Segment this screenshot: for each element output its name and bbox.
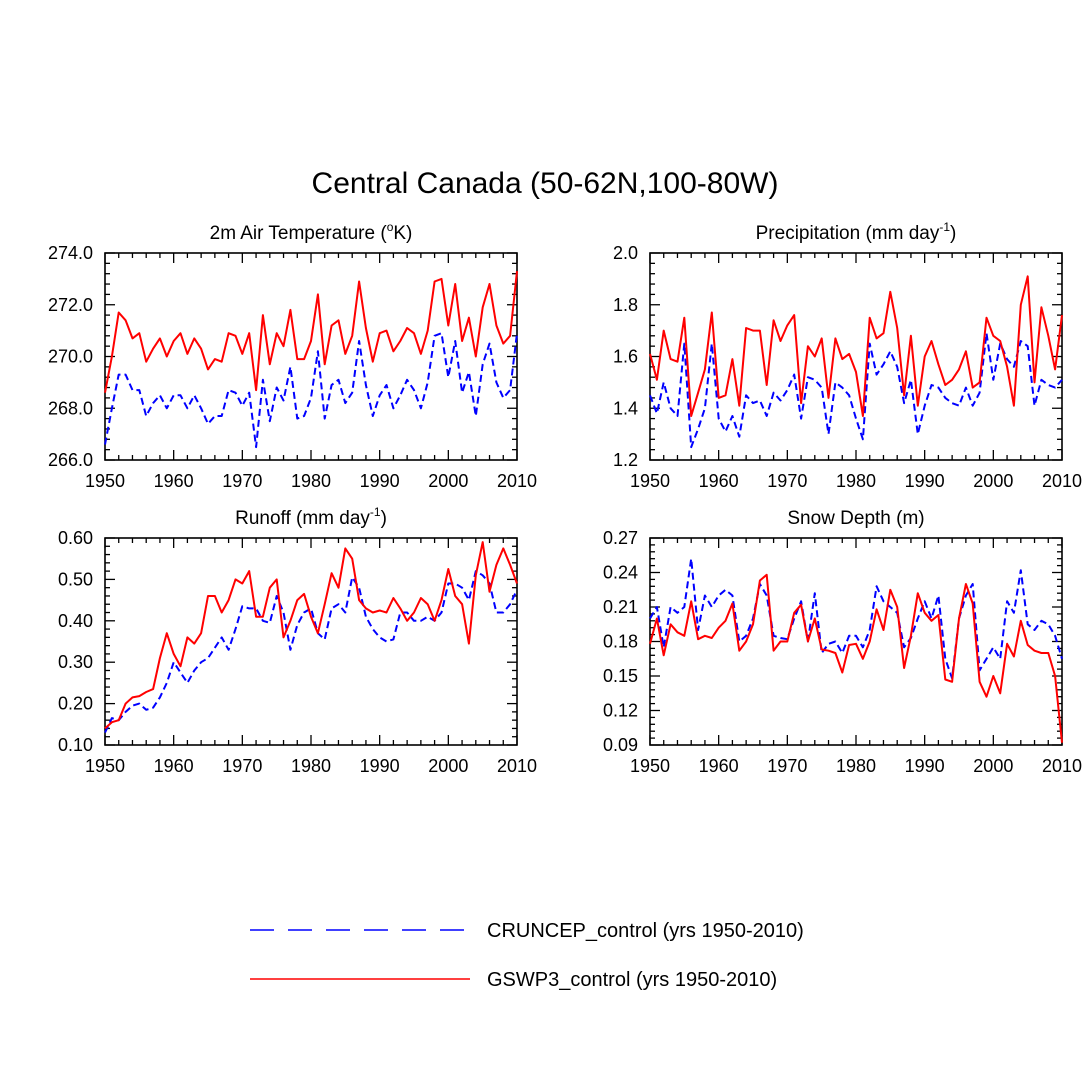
- x-tick-label: 2000: [973, 756, 1013, 776]
- x-tick-label: 1980: [291, 756, 331, 776]
- x-tick-label: 1960: [699, 471, 739, 491]
- y-tick-label: 268.0: [48, 398, 93, 418]
- y-tick-label: 0.10: [58, 735, 93, 755]
- x-tick-label: 1950: [630, 471, 670, 491]
- y-tick-label: 272.0: [48, 295, 93, 315]
- panel-precipitation: Precipitation (mm day-1) 1950 1960 1970 1980…: [613, 220, 1082, 491]
- x-tick-label: 1970: [767, 471, 807, 491]
- y-tick-label: 1.2: [613, 450, 638, 470]
- x-tick-label: 1990: [360, 756, 400, 776]
- y-tick-label: 0.20: [58, 694, 93, 714]
- panel-title-text: Snow Depth (m): [787, 508, 924, 529]
- panel-snow-depth: Snow Depth (m) 1950 1960 1970 1980 1990 2000 20…: [603, 508, 1082, 776]
- legend-label-gswp3: GSWP3_control (yrs 1950-2010): [487, 969, 777, 991]
- x-tick-label: 1970: [222, 471, 262, 491]
- y-tick-label: 274.0: [48, 243, 93, 263]
- x-tick-label: 1950: [85, 471, 125, 491]
- y-tick-label: 2.0: [613, 243, 638, 263]
- x-tick-label: 1990: [360, 471, 400, 491]
- legend-label-cruncep: CRUNCEP_control (yrs 1950-2010): [487, 920, 804, 942]
- legend: CRUNCEP_control (yrs 1950-2010) GSWP3_co…: [250, 920, 804, 991]
- panel-title-tail: ): [381, 508, 387, 529]
- y-tick-label: 0.12: [603, 701, 638, 721]
- x-tick-label: 2000: [428, 756, 468, 776]
- x-tick-label: 1980: [836, 471, 876, 491]
- x-tick-label: 2010: [1042, 756, 1082, 776]
- x-tick-label: 1980: [836, 756, 876, 776]
- y-tick-label: 270.0: [48, 347, 93, 367]
- x-tick-label: 1990: [905, 471, 945, 491]
- x-tick-label: 1960: [699, 756, 739, 776]
- x-tick-label: 2010: [497, 756, 537, 776]
- panel-title-superscript: -1: [939, 220, 950, 234]
- y-tick-label: 0.21: [603, 597, 638, 617]
- panel-title-air-temperature: 2m Air Temperature (oK): [210, 220, 413, 244]
- panel-runoff: Runoff (mm day-1) 1950 1960 1970 1980 1990 200…: [58, 505, 537, 776]
- y-tick-label: 0.24: [603, 563, 638, 583]
- panels-group: 2m Air Temperature (oK) 1950 1960 1970 1980 1…: [48, 220, 1082, 776]
- panel-air-temperature: 2m Air Temperature (oK) 1950 1960 1970 1980 1…: [48, 220, 537, 491]
- panel-title-snow-depth: Snow Depth (m): [787, 508, 924, 529]
- x-tick-label: 1960: [154, 756, 194, 776]
- y-tick-label: 0.15: [603, 666, 638, 686]
- x-tick-label: 2010: [1042, 471, 1082, 491]
- x-tick-label: 1950: [630, 756, 670, 776]
- y-tick-label: 0.27: [603, 528, 638, 548]
- panel-title-precipitation: Precipitation (mm day-1): [756, 220, 957, 244]
- y-tick-label: 0.40: [58, 611, 93, 631]
- y-tick-label: 0.30: [58, 652, 93, 672]
- series-line-gswp3-control: [649, 573, 1063, 743]
- series-line-cruncep-control: [649, 332, 1063, 449]
- series-line-cruncep-control: [649, 557, 1063, 680]
- y-tick-label: 266.0: [48, 450, 93, 470]
- x-tick-label: 1960: [154, 471, 194, 491]
- figure-title: Central Canada (50-62N,100-80W): [312, 167, 779, 200]
- series-line-gswp3-control: [104, 270, 518, 393]
- y-tick-label: 1.8: [613, 295, 638, 315]
- x-tick-label: 1950: [85, 756, 125, 776]
- panel-title-text: Runoff (mm day: [235, 508, 370, 529]
- series-line-gswp3-control: [649, 275, 1063, 417]
- x-tick-label: 1980: [291, 471, 331, 491]
- panel-title-superscript: -1: [370, 505, 381, 519]
- x-tick-label: 2000: [973, 471, 1013, 491]
- y-tick-label: 1.4: [613, 398, 638, 418]
- panel-title-runoff: Runoff (mm day-1): [235, 505, 387, 529]
- y-tick-label: 0.50: [58, 569, 93, 589]
- x-tick-label: 1990: [905, 756, 945, 776]
- x-tick-label: 1970: [767, 756, 807, 776]
- panel-title-tail: ): [950, 223, 956, 244]
- panel-title-text: 2m Air Temperature (: [210, 223, 388, 244]
- y-tick-label: 0.60: [58, 528, 93, 548]
- x-tick-label: 2010: [497, 471, 537, 491]
- series-line-cruncep-control: [104, 570, 518, 734]
- x-tick-label: 1970: [222, 756, 262, 776]
- panel-title-tail: K): [393, 223, 412, 244]
- series-line-gswp3-control: [104, 541, 518, 730]
- y-tick-label: 1.6: [613, 347, 638, 367]
- panel-title-superscript: o: [387, 220, 394, 234]
- x-tick-label: 2000: [428, 471, 468, 491]
- y-tick-label: 0.18: [603, 632, 638, 652]
- y-tick-label: 0.09: [603, 735, 638, 755]
- panel-title-text: Precipitation (mm day: [756, 223, 940, 244]
